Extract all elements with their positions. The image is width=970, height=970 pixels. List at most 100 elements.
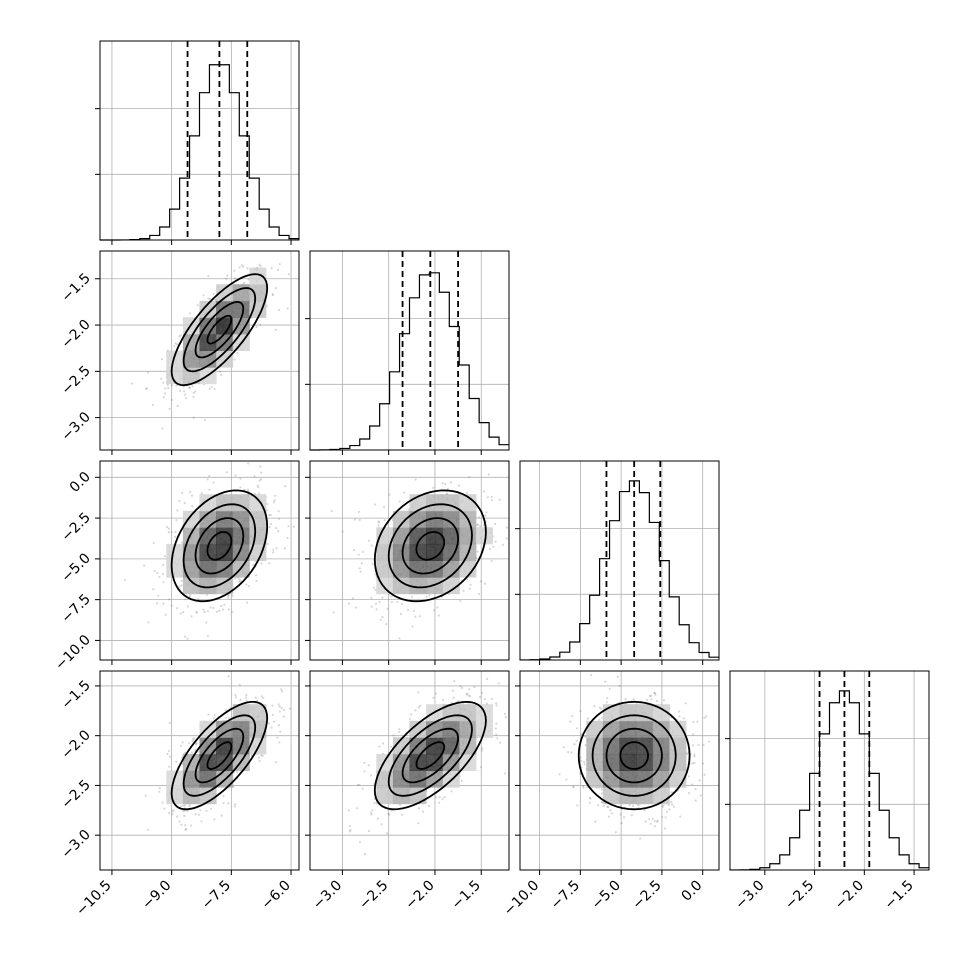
sample-point xyxy=(495,702,498,705)
sample-point xyxy=(702,744,705,747)
sample-point xyxy=(179,612,182,615)
sample-point xyxy=(257,756,261,759)
sample-point xyxy=(131,382,134,385)
panel-frame xyxy=(99,460,300,661)
sample-point xyxy=(649,822,652,825)
sample-point xyxy=(632,804,635,808)
sample-point xyxy=(370,596,373,599)
sample-point xyxy=(176,815,179,818)
sample-point xyxy=(428,804,431,808)
density-cell xyxy=(392,510,410,528)
density-cell xyxy=(249,510,267,528)
sample-point xyxy=(190,615,193,618)
sample-point xyxy=(209,297,212,300)
sample-point xyxy=(468,475,471,478)
sample-point xyxy=(607,815,611,818)
sample-point xyxy=(370,813,373,816)
sample-point xyxy=(565,778,568,781)
sample-point xyxy=(382,742,385,745)
sample-point xyxy=(233,269,236,272)
sample-point xyxy=(255,574,258,577)
y-tick-label: −3.0 xyxy=(58,409,93,444)
contour-line xyxy=(206,531,233,561)
histogram-step xyxy=(519,480,719,661)
sample-point xyxy=(670,791,673,794)
sample-point xyxy=(668,808,671,811)
sample-point xyxy=(260,562,263,565)
sample-point xyxy=(220,814,223,817)
y-tick-label: −3.0 xyxy=(58,827,93,862)
panel-frame xyxy=(309,460,510,661)
sample-point xyxy=(175,760,178,763)
sample-point xyxy=(185,397,188,400)
sample-point xyxy=(259,265,262,268)
sample-point xyxy=(190,751,194,754)
sample-point xyxy=(358,518,361,522)
x-tick-label: −3.0 xyxy=(310,878,345,913)
sample-point xyxy=(184,824,187,827)
sample-point xyxy=(494,540,497,543)
sample-point xyxy=(666,810,669,813)
x-tick-label: −9.0 xyxy=(139,878,174,913)
sample-point xyxy=(146,828,149,831)
sample-point xyxy=(254,696,257,699)
density-cell xyxy=(199,577,217,595)
sample-point xyxy=(219,370,222,373)
sample-point xyxy=(161,572,165,576)
sample-point xyxy=(639,837,642,840)
sample-point xyxy=(171,813,174,816)
sample-point xyxy=(181,541,184,545)
sample-point xyxy=(398,730,401,733)
x-tick-label: 0.0 xyxy=(678,878,705,905)
sample-point xyxy=(209,606,212,609)
sample-point xyxy=(460,779,463,782)
sample-point xyxy=(432,486,435,489)
sample-point xyxy=(485,511,488,514)
sample-point xyxy=(661,815,664,819)
sample-point xyxy=(619,813,622,816)
density-cell xyxy=(182,577,200,595)
sample-point xyxy=(390,595,393,598)
density-cell xyxy=(216,317,234,335)
panel-1-1 xyxy=(305,250,510,455)
contour-line xyxy=(387,503,473,589)
panel-1-0: −3.0 −2.5 −2.0 −1.5 xyxy=(58,250,300,455)
sample-point xyxy=(146,371,150,374)
sample-point xyxy=(205,621,208,624)
sample-point xyxy=(478,695,482,699)
sample-point xyxy=(495,722,498,725)
density-cell xyxy=(216,494,234,512)
sample-point xyxy=(270,726,273,729)
sample-point xyxy=(583,763,586,766)
sample-point xyxy=(654,693,657,696)
density-cell xyxy=(249,543,267,561)
sample-point xyxy=(238,578,241,581)
sample-point xyxy=(194,813,197,816)
sample-point xyxy=(278,517,281,521)
sample-point xyxy=(609,809,612,812)
sample-point xyxy=(450,790,453,793)
density-cell xyxy=(409,577,427,595)
sample-point xyxy=(192,738,195,741)
sample-point xyxy=(197,597,200,601)
sample-point xyxy=(168,812,171,815)
sample-point xyxy=(468,688,471,691)
sample-point xyxy=(190,494,194,497)
sample-point xyxy=(260,754,263,757)
sample-point xyxy=(182,390,186,393)
sample-point xyxy=(414,615,417,618)
sample-point xyxy=(255,579,258,583)
sample-point xyxy=(698,779,701,782)
sample-point xyxy=(406,608,410,612)
sample-point xyxy=(452,696,455,699)
sample-point xyxy=(234,696,238,699)
sample-point xyxy=(231,611,234,614)
contour-line xyxy=(170,273,269,387)
sample-point xyxy=(181,491,184,494)
sample-point xyxy=(442,698,445,702)
sample-point xyxy=(192,737,195,740)
sample-point xyxy=(273,499,276,502)
sample-point xyxy=(213,387,216,390)
sample-point xyxy=(274,287,277,290)
sample-point xyxy=(377,524,380,527)
